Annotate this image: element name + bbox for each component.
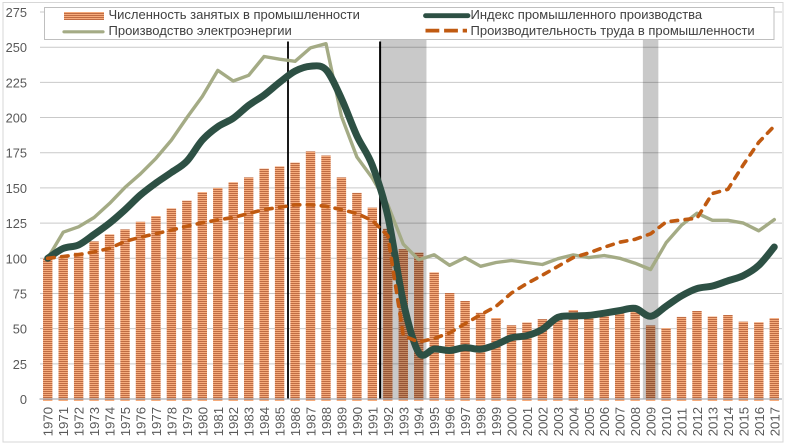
svg-text:Производительность труда в про: Производительность труда в промышленност… [471,23,755,38]
svg-text:Индекс промышленного производс: Индекс промышленного производства [471,7,703,22]
svg-text:Численность занятых в промышле: Численность занятых в промышленности [109,7,360,22]
svg-text:1977: 1977 [149,407,164,436]
svg-text:75: 75 [13,287,27,302]
svg-text:225: 225 [6,75,27,90]
svg-text:1999: 1999 [489,407,504,436]
svg-text:1975: 1975 [118,407,133,436]
svg-text:1986: 1986 [288,407,303,436]
svg-text:2007: 2007 [613,407,628,436]
svg-text:25: 25 [13,357,27,372]
svg-text:175: 175 [6,146,27,161]
svg-text:1978: 1978 [164,407,179,436]
svg-text:2010: 2010 [659,407,674,436]
svg-text:1982: 1982 [226,407,241,436]
svg-text:2014: 2014 [721,407,736,436]
svg-text:1996: 1996 [443,407,458,436]
svg-text:2013: 2013 [705,407,720,436]
svg-text:2008: 2008 [628,407,643,436]
svg-text:1988: 1988 [319,407,334,436]
svg-text:2005: 2005 [582,407,597,436]
svg-text:100: 100 [6,251,27,266]
svg-text:150: 150 [6,181,27,196]
svg-text:1993: 1993 [396,407,411,436]
svg-text:50: 50 [13,322,27,337]
svg-text:200: 200 [6,111,27,126]
svg-text:2003: 2003 [551,407,566,436]
svg-text:1994: 1994 [412,407,427,436]
svg-text:1971: 1971 [56,407,71,436]
svg-text:1980: 1980 [195,407,210,436]
svg-text:2001: 2001 [520,407,535,436]
svg-text:1974: 1974 [103,407,118,436]
svg-text:1998: 1998 [474,407,489,436]
svg-text:1984: 1984 [257,407,272,436]
svg-text:1976: 1976 [134,407,149,436]
svg-text:2012: 2012 [690,407,705,436]
svg-text:2016: 2016 [752,407,767,436]
svg-text:0: 0 [20,392,27,407]
svg-text:1989: 1989 [334,407,349,436]
svg-text:1991: 1991 [365,407,380,436]
svg-text:125: 125 [6,216,27,231]
svg-text:2000: 2000 [505,407,520,436]
svg-text:1983: 1983 [242,407,257,436]
svg-text:1970: 1970 [41,407,56,436]
svg-text:1997: 1997 [458,407,473,436]
svg-text:2002: 2002 [535,407,550,436]
svg-text:250: 250 [6,40,27,55]
svg-text:Производство электроэнергии: Производство электроэнергии [109,23,292,38]
svg-text:1972: 1972 [72,407,87,436]
svg-text:1985: 1985 [273,407,288,436]
svg-text:2009: 2009 [644,407,659,436]
svg-text:1981: 1981 [211,407,226,436]
svg-text:1979: 1979 [180,407,195,436]
svg-text:2017: 2017 [767,407,782,436]
svg-text:2015: 2015 [736,407,751,436]
svg-text:1995: 1995 [427,407,442,436]
svg-text:2011: 2011 [675,408,690,436]
svg-text:275: 275 [6,5,27,20]
svg-text:1987: 1987 [304,407,319,436]
svg-text:2006: 2006 [597,407,612,436]
svg-text:1992: 1992 [381,407,396,436]
svg-text:2004: 2004 [566,407,581,436]
svg-text:1973: 1973 [87,407,102,436]
svg-text:1990: 1990 [350,407,365,436]
